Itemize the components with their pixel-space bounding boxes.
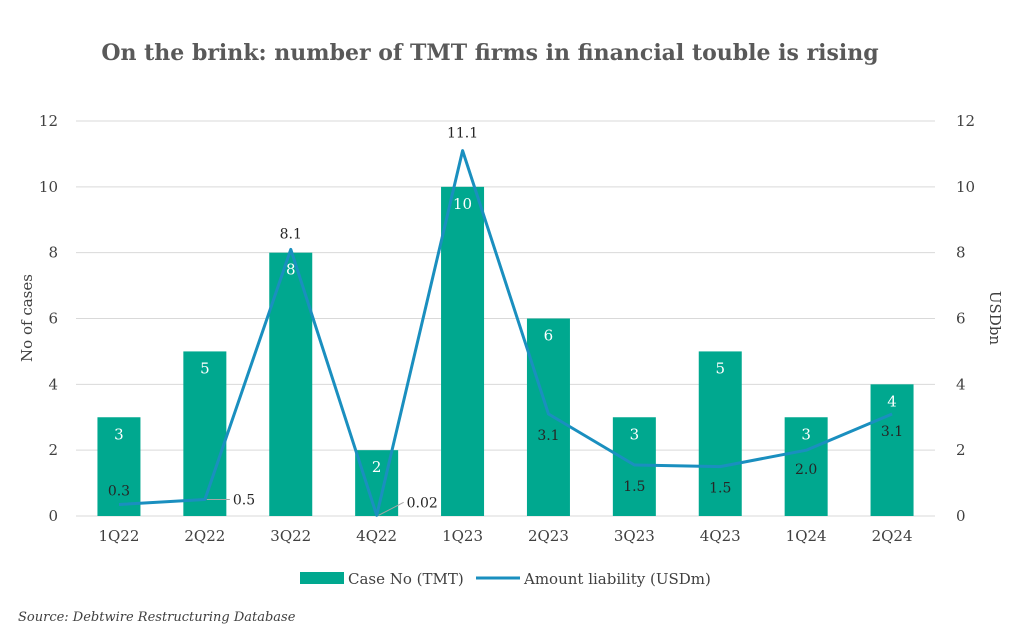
- x-tick-label: 2Q24: [872, 527, 913, 545]
- left-axis-ticks: 0 2 4 6 8 10 12: [39, 112, 58, 525]
- bar-value-label: 2: [372, 458, 382, 476]
- bar-value-label: 6: [544, 327, 554, 345]
- bar: [784, 417, 828, 516]
- left-tick-label: 6: [48, 310, 58, 328]
- x-tick-label: 4Q23: [700, 527, 741, 545]
- left-tick-label: 4: [48, 375, 58, 393]
- line-value-label: 1.5: [623, 479, 645, 495]
- legend-label-bars: Case No (TMT): [348, 570, 464, 588]
- source-note: Source: Debtwire Restructuring Database: [18, 610, 296, 625]
- legend-swatch-bars: [300, 572, 344, 584]
- line-label-leader: [378, 501, 404, 516]
- legend: Case No (TMT) Amount liability (USDm): [300, 570, 711, 588]
- x-tick-label: 4Q22: [356, 527, 397, 545]
- x-tick-label: 1Q24: [786, 527, 827, 545]
- right-tick-label: 8: [956, 244, 966, 262]
- x-tick-label: 1Q23: [442, 527, 483, 545]
- legend-label-line: Amount liability (USDm): [523, 570, 711, 588]
- line-value-label: 3.1: [537, 428, 559, 444]
- line-labels: 0.3 0.5 8.1 0.02 11.1 3.1 1.5 1.5 2.0 3.1: [108, 126, 903, 516]
- bar-value-label: 5: [715, 359, 725, 377]
- line-value-label: 2.0: [795, 462, 817, 478]
- x-tick-label: 3Q22: [270, 527, 311, 545]
- line-series: [118, 149, 893, 517]
- line-value-label: 0.3: [108, 483, 130, 499]
- line-value-label: 0.5: [233, 493, 255, 509]
- bar: [97, 417, 141, 516]
- left-tick-label: 2: [48, 441, 58, 459]
- bar-labels: 3 5 8 2 10 6 3 5 3 4: [114, 195, 897, 476]
- line-path: [118, 149, 893, 517]
- bar-value-label: 3: [114, 425, 124, 443]
- right-tick-label: 0: [956, 507, 966, 525]
- line-value-label: 0.02: [407, 495, 438, 511]
- left-tick-label: 10: [39, 178, 58, 196]
- left-tick-label: 12: [39, 112, 58, 130]
- x-tick-label: 3Q23: [614, 527, 655, 545]
- bar: [870, 384, 914, 516]
- left-axis-title: No of cases: [18, 274, 36, 362]
- right-tick-label: 2: [956, 441, 966, 459]
- right-tick-label: 10: [956, 178, 975, 196]
- right-tick-label: 4: [956, 375, 966, 393]
- bar-value-label: 4: [887, 392, 897, 410]
- line-value-label: 8.1: [280, 226, 302, 242]
- line-value-label: 3.1: [881, 424, 903, 440]
- bar-value-label: 3: [801, 425, 811, 443]
- line-value-label: 1.5: [709, 481, 731, 497]
- left-tick-label: 8: [48, 244, 58, 262]
- x-tick-label: 2Q22: [184, 527, 225, 545]
- right-tick-label: 6: [956, 310, 966, 328]
- bar: [698, 351, 742, 516]
- bar-value-label: 5: [200, 359, 210, 377]
- chart-title: On the brink: number of TMT firms in fin…: [101, 40, 878, 66]
- x-axis-ticks: 1Q22 2Q22 3Q22 4Q22 1Q23 2Q23 3Q23 4Q23 1Q24 2Q24: [98, 527, 912, 545]
- line-value-label: 11.1: [447, 126, 478, 142]
- x-tick-label: 2Q23: [528, 527, 569, 545]
- right-tick-label: 12: [956, 112, 975, 130]
- bar: [183, 351, 227, 516]
- bar-series: [97, 186, 914, 517]
- bar-value-label: 10: [453, 195, 472, 213]
- right-axis-ticks: 0 2 4 6 8 10 12: [956, 112, 975, 525]
- bar: [441, 186, 485, 517]
- right-axis-title: USDbn: [986, 291, 1004, 346]
- bar-value-label: 8: [286, 261, 296, 279]
- x-tick-label: 1Q22: [98, 527, 139, 545]
- left-tick-label: 0: [48, 507, 58, 525]
- bar: [526, 318, 570, 516]
- bar-value-label: 3: [630, 425, 640, 443]
